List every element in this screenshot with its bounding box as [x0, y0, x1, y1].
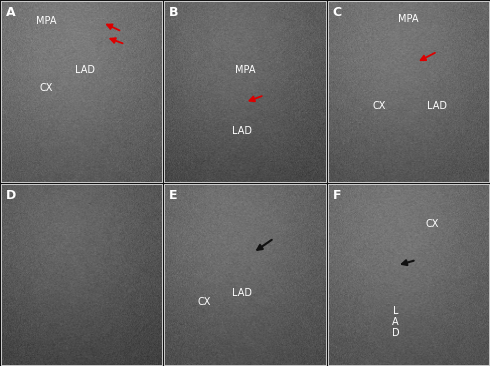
Text: A: A [6, 6, 16, 19]
Text: E: E [169, 189, 178, 202]
Text: MPA: MPA [36, 16, 56, 26]
Text: B: B [169, 6, 179, 19]
Text: C: C [333, 6, 342, 19]
Text: D: D [392, 328, 399, 337]
Text: A: A [392, 317, 399, 327]
Text: CX: CX [426, 219, 439, 229]
Text: CX: CX [198, 297, 211, 307]
Text: LAD: LAD [232, 126, 252, 137]
Text: MPA: MPA [398, 14, 418, 24]
Text: CX: CX [40, 83, 53, 93]
Text: F: F [333, 189, 341, 202]
Text: LAD: LAD [427, 101, 447, 111]
Text: LAD: LAD [75, 65, 95, 75]
Text: MPA: MPA [235, 65, 255, 75]
Text: D: D [6, 189, 16, 202]
Text: L: L [392, 306, 398, 316]
Text: CX: CX [372, 101, 386, 111]
Text: LAD: LAD [232, 288, 252, 298]
